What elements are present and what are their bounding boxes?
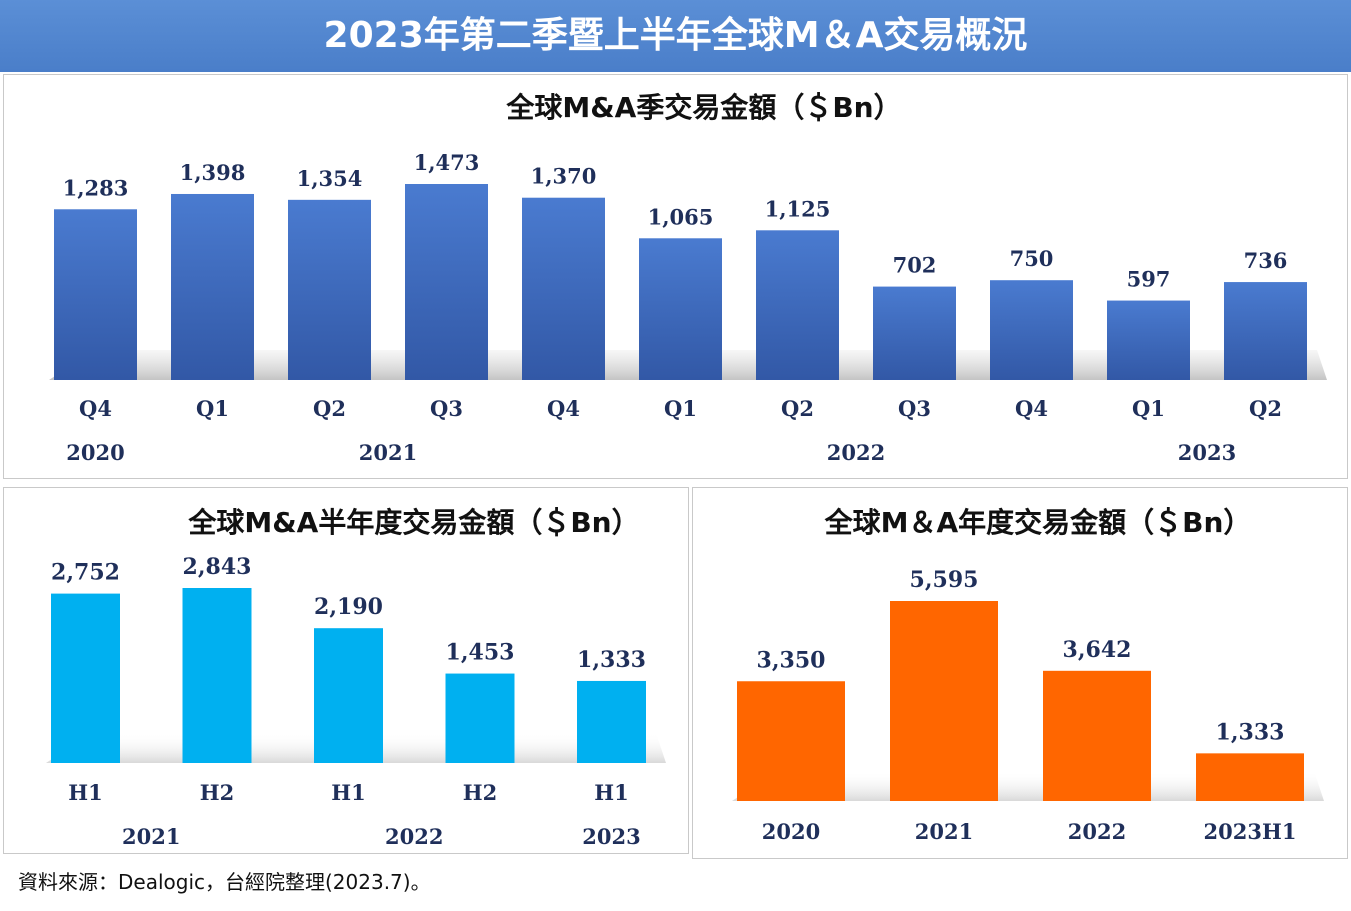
bar bbox=[639, 238, 722, 380]
data-label: 1,283 bbox=[63, 175, 129, 200]
x-tick-label: Q4 bbox=[79, 396, 112, 421]
data-label: 1,453 bbox=[446, 640, 515, 666]
bar bbox=[288, 199, 371, 380]
data-label: 1,398 bbox=[180, 160, 246, 185]
quarterly-chart-panel: 全球M&A季交易金額（＄Bn） 1,283 Q4 1,398 Q1 1,354 Q2 1,47… bbox=[3, 74, 1348, 479]
data-label: 750 bbox=[1010, 246, 1054, 271]
data-label: 1,354 bbox=[297, 166, 363, 191]
annual-chart-panel: 全球M＆A年度交易金額（＄Bn） 3,350 2020 5,595 2021 3,642 2… bbox=[692, 487, 1348, 859]
year-group-label: 2020 bbox=[66, 440, 124, 465]
x-tick-label: Q2 bbox=[1249, 396, 1282, 421]
annual-chart: 全球M＆A年度交易金額（＄Bn） 3,350 2020 5,595 2021 3,642 2… bbox=[732, 506, 1324, 844]
bar bbox=[756, 230, 839, 380]
half-year-chart: 全球M&A半年度交易金額（＄Bn） 2,752 H1 2,843 H2 2,190 H1 1,… bbox=[46, 506, 666, 849]
data-label: 3,350 bbox=[757, 647, 826, 673]
data-label: 2,752 bbox=[51, 560, 120, 586]
x-tick-label: 2020 bbox=[762, 819, 820, 844]
chart-title: 全球M&A季交易金額（＄Bn） bbox=[505, 91, 901, 124]
data-label: 736 bbox=[1244, 248, 1288, 273]
bar bbox=[873, 286, 956, 380]
data-label: 597 bbox=[1127, 267, 1171, 292]
bar bbox=[445, 673, 515, 763]
data-label: 1,333 bbox=[1216, 719, 1285, 745]
bar bbox=[577, 680, 646, 763]
data-label: 1,473 bbox=[414, 150, 480, 175]
x-tick-label: Q1 bbox=[664, 396, 697, 421]
data-label: 5,595 bbox=[910, 567, 979, 593]
bar bbox=[890, 601, 998, 801]
year-group-label: 2023 bbox=[1178, 440, 1236, 465]
data-label: 2,190 bbox=[314, 594, 383, 620]
x-tick-label: Q2 bbox=[313, 396, 346, 421]
x-tick-label: Q3 bbox=[898, 396, 931, 421]
bar bbox=[405, 184, 488, 380]
x-tick-label: Q3 bbox=[430, 396, 463, 421]
year-group-label: 2022 bbox=[385, 824, 443, 849]
bar bbox=[1196, 753, 1304, 801]
quarterly-chart: 全球M&A季交易金額（＄Bn） 1,283 Q4 1,398 Q1 1,354 Q2 1,47… bbox=[49, 91, 1327, 465]
page-title: 2023年第二季暨上半年全球M＆A交易概況 bbox=[323, 15, 1028, 56]
bar bbox=[1043, 670, 1151, 801]
x-tick-label: H2 bbox=[463, 780, 497, 805]
bar bbox=[51, 593, 120, 763]
bar bbox=[54, 209, 137, 380]
data-label: 1,370 bbox=[531, 164, 597, 189]
bar bbox=[737, 681, 845, 801]
bar bbox=[1224, 282, 1307, 380]
data-label: 3,642 bbox=[1063, 637, 1132, 663]
chart-title: 全球M&A半年度交易金額（＄Bn） bbox=[187, 506, 639, 539]
data-label: 702 bbox=[893, 253, 937, 278]
source-note: 資料來源：Dealogic，台經院整理(2023.7)。 bbox=[18, 870, 431, 894]
floor-shadow bbox=[732, 771, 1324, 801]
year-group-label: 2023 bbox=[582, 824, 640, 849]
year-group-label: 2022 bbox=[827, 440, 885, 465]
half-year-chart-panel: 全球M&A半年度交易金額（＄Bn） 2,752 H1 2,843 H2 2,190 H1 1,… bbox=[3, 487, 689, 854]
bar bbox=[314, 628, 383, 763]
bar bbox=[182, 588, 252, 763]
bar bbox=[522, 197, 605, 380]
year-group-label: 2021 bbox=[122, 824, 180, 849]
chart-title: 全球M＆A年度交易金額（＄Bn） bbox=[824, 506, 1252, 539]
bar bbox=[171, 193, 254, 380]
x-tick-label: 2021 bbox=[915, 819, 973, 844]
x-tick-label: Q1 bbox=[1132, 396, 1165, 421]
x-tick-label: H2 bbox=[200, 780, 234, 805]
x-tick-label: Q4 bbox=[1015, 396, 1048, 421]
year-group-label: 2021 bbox=[359, 440, 417, 465]
x-tick-label: 2022 bbox=[1068, 819, 1126, 844]
data-label: 2,843 bbox=[183, 554, 252, 580]
x-tick-label: Q1 bbox=[196, 396, 229, 421]
x-tick-label: H1 bbox=[331, 780, 365, 805]
x-tick-label: 2023H1 bbox=[1204, 819, 1297, 844]
x-tick-label: H1 bbox=[594, 780, 628, 805]
bar bbox=[1107, 300, 1190, 380]
title-banner: 2023年第二季暨上半年全球M＆A交易概況 bbox=[0, 0, 1351, 72]
data-label: 1,333 bbox=[577, 647, 646, 673]
bar bbox=[990, 280, 1073, 380]
data-label: 1,065 bbox=[648, 204, 714, 229]
data-label: 1,125 bbox=[765, 196, 831, 221]
x-tick-label: H1 bbox=[68, 780, 102, 805]
x-tick-label: Q2 bbox=[781, 396, 814, 421]
x-tick-label: Q4 bbox=[547, 396, 580, 421]
